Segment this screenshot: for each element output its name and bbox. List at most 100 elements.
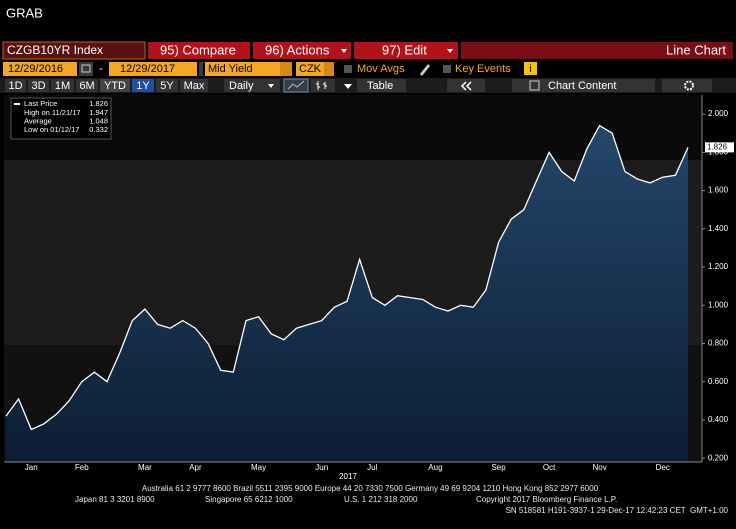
table-button[interactable] bbox=[357, 79, 406, 92]
period-button[interactable] bbox=[100, 79, 130, 92]
dropdown-button[interactable] bbox=[324, 62, 334, 76]
period[interactable]: 1D bbox=[8, 80, 22, 92]
y-tick-label: 0.800 bbox=[708, 339, 729, 348]
start-date[interactable]: 12/29/2016 bbox=[8, 63, 63, 75]
x-tick-label: Dec bbox=[656, 463, 670, 472]
y-tick-label: 0.600 bbox=[708, 377, 729, 386]
checkbox[interactable] bbox=[443, 65, 451, 73]
actions[interactable]: 96) Actions bbox=[265, 42, 330, 57]
collapse-button[interactable] bbox=[447, 79, 485, 92]
table[interactable]: Table bbox=[367, 80, 393, 92]
edit[interactable]: 97) Edit bbox=[382, 42, 427, 57]
chart-content-icon bbox=[529, 80, 540, 91]
calendar-icon bbox=[81, 64, 91, 73]
dropdown-arrow bbox=[341, 49, 347, 53]
stat-value: 1.048 bbox=[89, 116, 108, 125]
date-separator: - bbox=[99, 63, 103, 75]
calendar-button[interactable] bbox=[79, 62, 93, 76]
stat-value: 1.947 bbox=[89, 108, 108, 117]
period[interactable]: 1Y bbox=[136, 80, 150, 92]
period[interactable]: 1M bbox=[55, 80, 70, 92]
y-tick-label: 2.000 bbox=[708, 109, 729, 118]
footer-line: Copyright 2017 Bloomberg Finance L.P. bbox=[476, 495, 617, 504]
footer-line: U.S. 1 212 318 2000 bbox=[344, 495, 418, 504]
x-tick-label: Jul bbox=[367, 463, 377, 472]
price-line bbox=[5, 124, 689, 431]
field-select[interactable] bbox=[205, 62, 292, 76]
line-icon bbox=[287, 80, 305, 90]
last-price-box bbox=[705, 142, 734, 153]
period-button[interactable] bbox=[5, 79, 26, 92]
y-tick-label: 1.200 bbox=[708, 262, 729, 271]
y-tick-label: 1.600 bbox=[708, 186, 729, 195]
info-button[interactable] bbox=[524, 62, 537, 75]
dropdown-arrow bbox=[447, 49, 453, 53]
calendar-button[interactable] bbox=[199, 62, 203, 76]
period-button[interactable] bbox=[156, 79, 178, 92]
view-name: Line Chart bbox=[666, 42, 726, 57]
y-tick-label: 0.200 bbox=[708, 453, 729, 462]
footer-line: Australia 61 2 9777 8600 Brazil 5511 239… bbox=[142, 484, 599, 493]
frequency[interactable]: Daily bbox=[229, 80, 254, 92]
chart-content[interactable]: Chart Content bbox=[548, 80, 616, 92]
currency[interactable]: CZK bbox=[299, 63, 322, 75]
end-date[interactable]: 12/29/2017 bbox=[120, 63, 175, 75]
legend bbox=[10, 97, 112, 140]
dropdown-button[interactable] bbox=[280, 62, 292, 76]
field[interactable]: Mid Yield bbox=[208, 63, 253, 75]
legend-entry: Last Price bbox=[24, 99, 57, 108]
stat-label: Low on 01/12/17 bbox=[24, 125, 79, 134]
start-date-field[interactable] bbox=[3, 62, 77, 76]
period[interactable]: Max bbox=[184, 80, 205, 92]
period[interactable]: YTD bbox=[104, 80, 126, 92]
x-tick-label: Oct bbox=[543, 463, 556, 472]
bar-style-button[interactable] bbox=[311, 79, 335, 92]
period[interactable]: 3D bbox=[31, 80, 45, 92]
period-button[interactable] bbox=[76, 79, 98, 92]
period-button[interactable] bbox=[28, 79, 49, 92]
x-tick-label: Nov bbox=[592, 463, 606, 472]
x-tick-label: Jan bbox=[25, 463, 38, 472]
period[interactable]: 6M bbox=[79, 80, 94, 92]
period-button[interactable] bbox=[132, 79, 154, 92]
security-field[interactable] bbox=[2, 41, 146, 60]
chart-content-button[interactable] bbox=[512, 79, 655, 92]
end-date-field[interactable] bbox=[109, 62, 197, 76]
x-tick-label: Mar bbox=[138, 463, 152, 472]
checkbox[interactable] bbox=[344, 65, 352, 73]
line-style-button[interactable] bbox=[283, 78, 309, 93]
footer-line: Singapore 65 6212 1000 bbox=[205, 495, 293, 504]
stat-label: High on 11/21/17 bbox=[24, 108, 81, 117]
mov-avgs[interactable]: Mov Avgs bbox=[357, 63, 405, 75]
legend-value: 1.826 bbox=[89, 99, 108, 108]
key-events[interactable]: Key Events bbox=[455, 63, 511, 75]
stat-value: 0.332 bbox=[89, 125, 108, 134]
compare[interactable]: 95) Compare bbox=[160, 42, 236, 57]
y-tick-label: 1.000 bbox=[708, 300, 729, 309]
info[interactable]: i bbox=[529, 63, 531, 75]
dropdown-arrow bbox=[268, 84, 274, 88]
y-tick-label: 1.400 bbox=[708, 224, 729, 233]
period-button[interactable] bbox=[180, 79, 208, 92]
x-tick-label: Apr bbox=[189, 463, 202, 472]
x-axis-label: 2017 bbox=[339, 472, 357, 481]
edit-button[interactable] bbox=[354, 42, 458, 59]
period-buttons: 1D 3D 1M 6M YTD 1Y 5Y Max bbox=[5, 79, 208, 92]
footer-line: Japan 81 3 3201 8900 bbox=[75, 495, 155, 504]
x-tick-label: Sep bbox=[491, 463, 506, 472]
stat-label: Average bbox=[24, 116, 52, 125]
bar-icon bbox=[316, 81, 327, 90]
window-title: GRAB bbox=[6, 5, 43, 20]
period-button[interactable] bbox=[51, 79, 74, 92]
settings-button[interactable] bbox=[662, 79, 712, 92]
gear-icon bbox=[684, 80, 694, 91]
actions-button[interactable] bbox=[253, 42, 351, 59]
period[interactable]: 5Y bbox=[160, 80, 174, 92]
area-fill bbox=[6, 125, 688, 462]
compare-button[interactable] bbox=[148, 42, 250, 59]
security[interactable]: CZGB10YR Index bbox=[7, 43, 103, 57]
pencil-icon[interactable] bbox=[420, 64, 430, 76]
frequency-select[interactable] bbox=[224, 79, 280, 92]
dropdown-arrow[interactable] bbox=[344, 84, 352, 89]
